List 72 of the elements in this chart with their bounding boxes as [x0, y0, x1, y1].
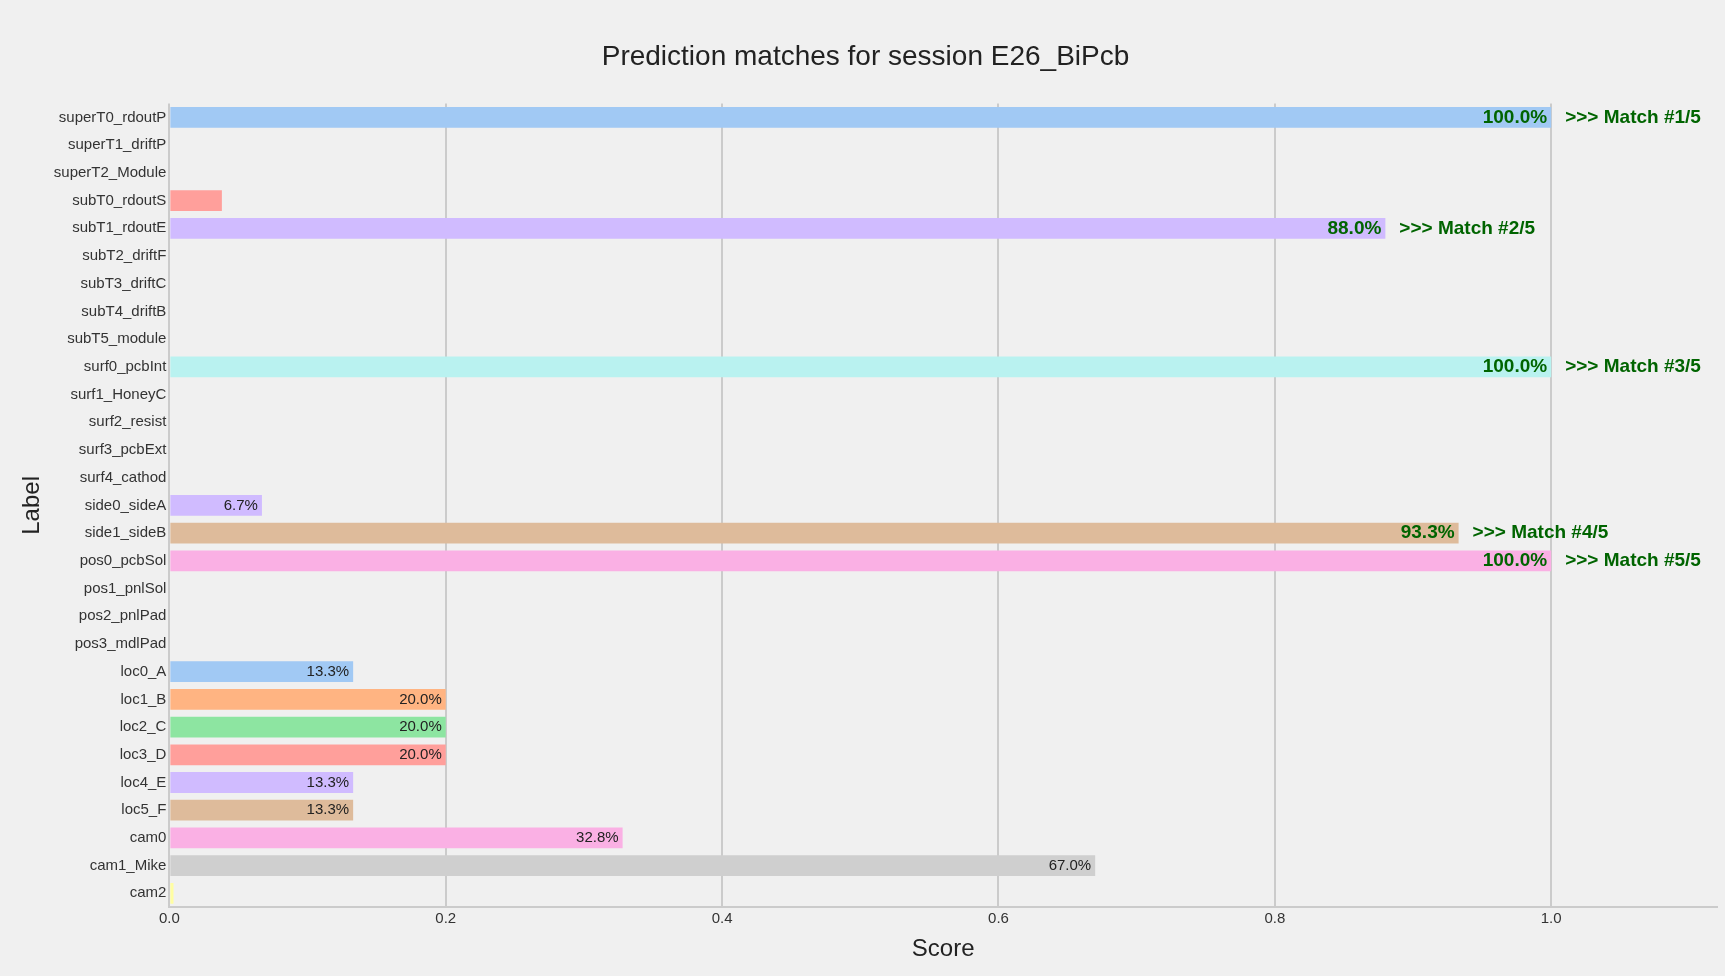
bar — [170, 495, 262, 516]
data-label: 93.3% — [1400, 521, 1455, 543]
y-tick-label: subT2_driftF — [82, 246, 167, 264]
y-tick-label: pos0_pcbSol — [79, 550, 167, 568]
data-label: 100.0% — [1482, 355, 1548, 377]
x-tick-label: 0.8 — [1264, 909, 1286, 927]
bar — [170, 217, 1386, 239]
chart-title: Prediction matches for session E26_BiPcb — [601, 39, 1130, 71]
y-tick-label: surf1_HoneyC — [70, 384, 167, 402]
annotation: >>> Match #5/5 — [1565, 549, 1702, 571]
y-tick-label: surf4_cathod — [79, 467, 167, 485]
annotation: >>> Match #4/5 — [1472, 521, 1609, 543]
y-tick-label: loc0_A — [120, 661, 167, 679]
x-tick-label: 0.2 — [435, 909, 457, 927]
data-label: 20.0% — [399, 744, 442, 762]
bar — [170, 744, 446, 766]
y-axis-title: Label — [17, 476, 45, 535]
y-tick-label: subT1_rdoutE — [72, 218, 167, 236]
data-label: 100.0% — [1482, 105, 1548, 127]
annotation: >>> Match #3/5 — [1565, 355, 1702, 377]
bar — [170, 550, 1552, 572]
y-tick-label: loc3_D — [119, 744, 167, 762]
y-tick-label: side1_sideB — [84, 523, 167, 541]
data-label: 20.0% — [399, 689, 442, 707]
data-label: 13.3% — [306, 772, 350, 790]
bar — [170, 356, 1552, 378]
y-tick-label: pos3_mdlPad — [74, 634, 167, 652]
x-tick-label: 1.0 — [1540, 909, 1562, 927]
data-label: 100.0% — [1482, 549, 1548, 571]
y-tick-label: loc4_E — [120, 772, 167, 790]
y-tick-label: superT1_driftP — [67, 135, 167, 153]
data-label: 6.7% — [223, 495, 258, 513]
y-tick-label: side0_sideA — [84, 495, 167, 513]
bar — [170, 522, 1459, 544]
y-tick-label: loc2_C — [119, 717, 167, 735]
annotation: >>> Match #2/5 — [1399, 216, 1536, 238]
y-tick-label: subT5_module — [67, 329, 167, 347]
y-tick-label: surf2_resist — [88, 412, 168, 430]
bar — [170, 772, 354, 793]
y-tick-label: superT2_Module — [53, 163, 167, 181]
y-tick-label: superT0_rdoutP — [58, 107, 167, 125]
bar — [170, 882, 174, 904]
y-tick-label: subT3_driftC — [80, 273, 167, 291]
bar — [170, 827, 623, 849]
bar — [170, 107, 1552, 128]
bar — [170, 799, 354, 821]
y-tick-label: cam1_Mike — [89, 855, 167, 873]
y-tick-label: subT0_rdoutS — [72, 190, 167, 208]
bar — [170, 661, 354, 683]
data-label: 20.0% — [399, 717, 442, 735]
data-label: 13.3% — [306, 661, 350, 679]
data-label: 67.0% — [1048, 855, 1092, 873]
bar — [170, 716, 446, 738]
bar — [170, 688, 446, 710]
y-tick-label: pos2_pnlPad — [78, 606, 167, 624]
annotation: >>> Match #1/5 — [1565, 105, 1702, 127]
y-tick-label: cam2 — [129, 883, 167, 901]
y-tick-label: loc5_F — [121, 800, 167, 818]
y-tick-label: pos1_pnlSol — [83, 578, 167, 596]
y-tick-label: loc1_B — [120, 689, 167, 707]
y-tick-label: surf0_pcbInt — [83, 356, 168, 374]
data-label: 88.0% — [1327, 216, 1382, 238]
x-tick-label: 0.6 — [988, 909, 1009, 927]
y-tick-label: cam0 — [129, 828, 167, 846]
data-label: 32.8% — [576, 828, 619, 846]
x-tick-label: 0.0 — [158, 909, 180, 927]
y-tick-label: subT4_driftB — [81, 301, 167, 319]
data-label: 13.3% — [306, 800, 350, 818]
y-tick-label: surf3_pcbExt — [78, 440, 168, 458]
x-axis-title: Score — [911, 934, 975, 962]
bar — [170, 190, 222, 211]
x-tick-label: 0.4 — [711, 909, 733, 927]
